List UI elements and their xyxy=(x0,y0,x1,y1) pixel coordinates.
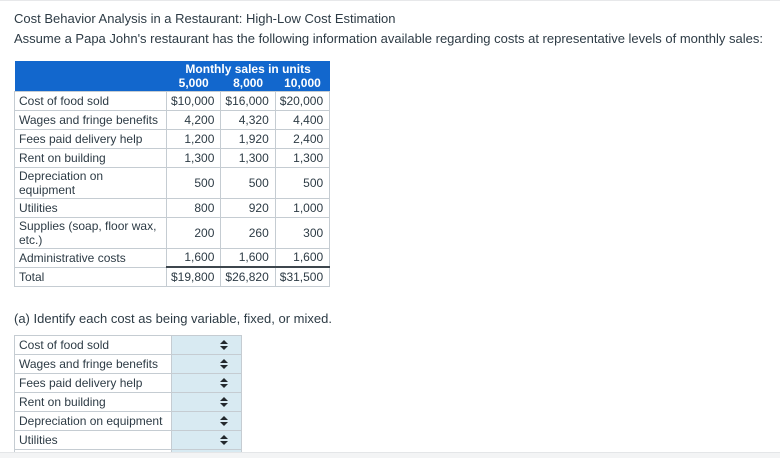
cost-table: Monthly sales in units 5,000 8,000 10,00… xyxy=(14,61,331,287)
classification-select-cell xyxy=(171,372,242,393)
cost-row: Wages and fringe benefits 4,200 4,320 4,400 xyxy=(14,109,331,130)
classification-select-cell xyxy=(171,391,242,412)
classification-row-label: Rent on building xyxy=(14,391,172,412)
classification-row-label: Cost of food sold xyxy=(14,334,172,355)
classification-table: Cost of food sold Wages and fringe benefi… xyxy=(14,334,242,458)
select-arrows-icon xyxy=(220,396,228,407)
cost-value: 1,600 xyxy=(165,247,222,268)
column-header-5000: 5,000 xyxy=(166,76,221,91)
cost-value: $20,000 xyxy=(274,90,331,111)
cost-value: 500 xyxy=(220,166,276,199)
cost-value: 1,000 xyxy=(274,197,331,218)
classification-row-label: Fees paid delivery help xyxy=(14,372,172,393)
cost-type-select[interactable] xyxy=(172,431,241,449)
cost-value: 4,200 xyxy=(165,109,222,130)
cost-type-select[interactable] xyxy=(172,412,241,430)
cost-row-label: Rent on building xyxy=(14,147,167,168)
classification-select-cell xyxy=(171,334,242,355)
cost-row: Cost of food sold $10,000 $16,000 $20,000 xyxy=(14,90,331,111)
cost-type-select[interactable] xyxy=(172,393,241,411)
cost-table-header-row-columns: 5,000 8,000 10,000 xyxy=(14,76,330,91)
cost-row-label: Supplies (soap, floor wax, etc.) xyxy=(14,216,167,249)
classification-select-cell xyxy=(171,410,242,431)
cost-value: 300 xyxy=(274,216,331,249)
classification-table-body: Cost of food sold Wages and fringe benefi… xyxy=(14,334,242,458)
select-arrows-icon xyxy=(220,434,228,445)
cost-value: 500 xyxy=(274,166,331,199)
cost-type-select[interactable] xyxy=(172,336,241,354)
select-arrows-icon xyxy=(220,358,228,369)
cost-row: Fees paid delivery help 1,200 1,920 2,400 xyxy=(14,128,331,149)
cost-value: 1,200 xyxy=(165,128,222,149)
cost-value: 260 xyxy=(220,216,276,249)
select-arrows-icon xyxy=(220,415,228,426)
classification-row: Utilities xyxy=(14,429,242,450)
cost-row-label: Depreciation on equipment xyxy=(14,166,167,199)
bottom-divider xyxy=(0,452,780,458)
classification-row: Cost of food sold xyxy=(14,334,242,355)
cost-row-label: Cost of food sold xyxy=(14,90,167,111)
cost-value: $26,820 xyxy=(220,266,276,287)
cost-row-label: Total xyxy=(14,266,167,287)
page-title: Cost Behavior Analysis in a Restaurant: … xyxy=(14,11,396,26)
classification-select-cell xyxy=(171,353,242,374)
classification-row-label: Depreciation on equipment xyxy=(14,410,172,431)
cost-table-header-title: Monthly sales in units xyxy=(166,61,330,76)
cost-value: 1,600 xyxy=(274,247,331,268)
cost-value: 4,320 xyxy=(220,109,276,130)
cost-row-label: Fees paid delivery help xyxy=(14,128,167,149)
page-subtitle: Assume a Papa John's restaurant has the … xyxy=(14,31,763,46)
cost-row: Administrative costs 1,600 1,600 1,600 xyxy=(14,247,331,268)
cost-value: 2,400 xyxy=(274,128,331,149)
classification-row: Depreciation on equipment xyxy=(14,410,242,431)
question-a-prompt: (a) Identify each cost as being variable… xyxy=(14,310,332,326)
cost-table-body: Cost of food sold $10,000 $16,000 $20,000 Wa… xyxy=(14,90,331,287)
column-header-8000: 8,000 xyxy=(220,76,276,91)
cost-value: $10,000 xyxy=(165,90,222,111)
column-header-10000: 10,000 xyxy=(275,76,330,91)
cost-table-header-empty-cell xyxy=(14,61,167,76)
cost-row: Depreciation on equipment 500 500 500 xyxy=(14,166,331,199)
cost-table-header-row-title: Monthly sales in units xyxy=(14,61,330,76)
classification-row: Wages and fringe benefits xyxy=(14,353,242,374)
classification-row-label: Utilities xyxy=(14,429,172,450)
cost-value: 1,300 xyxy=(165,147,222,168)
cost-value: 500 xyxy=(165,166,222,199)
cost-row-label: Wages and fringe benefits xyxy=(14,109,167,130)
cost-row: Supplies (soap, floor wax, etc.) 200 260 30… xyxy=(14,216,331,249)
cost-row-label: Utilities xyxy=(14,197,167,218)
cost-table-header: Monthly sales in units 5,000 8,000 10,00… xyxy=(14,61,330,91)
cost-table-header-empty-cell xyxy=(14,76,167,91)
cost-row: Utilities 800 920 1,000 xyxy=(14,197,331,218)
cost-type-select[interactable] xyxy=(172,374,241,392)
classification-row-label: Wages and fringe benefits xyxy=(14,353,172,374)
classification-row: Rent on building xyxy=(14,391,242,412)
cost-value: 200 xyxy=(165,216,222,249)
cost-value: 920 xyxy=(220,197,276,218)
cost-value: 4,400 xyxy=(274,109,331,130)
cost-value: $19,800 xyxy=(165,266,222,287)
classification-row: Fees paid delivery help xyxy=(14,372,242,393)
cost-value: 1,920 xyxy=(220,128,276,149)
select-arrows-icon xyxy=(220,339,228,350)
select-arrows-icon xyxy=(220,377,228,388)
cost-total-row: Total $19,800 $26,820 $31,500 xyxy=(14,266,331,287)
cost-type-select[interactable] xyxy=(172,355,241,373)
cost-value: 1,300 xyxy=(220,147,276,168)
cost-value: 1,600 xyxy=(220,247,276,268)
cost-row: Rent on building 1,300 1,300 1,300 xyxy=(14,147,331,168)
cost-value: 800 xyxy=(165,197,222,218)
cost-row-label: Administrative costs xyxy=(14,247,167,268)
classification-select-cell xyxy=(171,429,242,450)
cost-value: 1,300 xyxy=(274,147,331,168)
cost-value: $31,500 xyxy=(274,266,331,287)
cost-value: $16,000 xyxy=(220,90,276,111)
